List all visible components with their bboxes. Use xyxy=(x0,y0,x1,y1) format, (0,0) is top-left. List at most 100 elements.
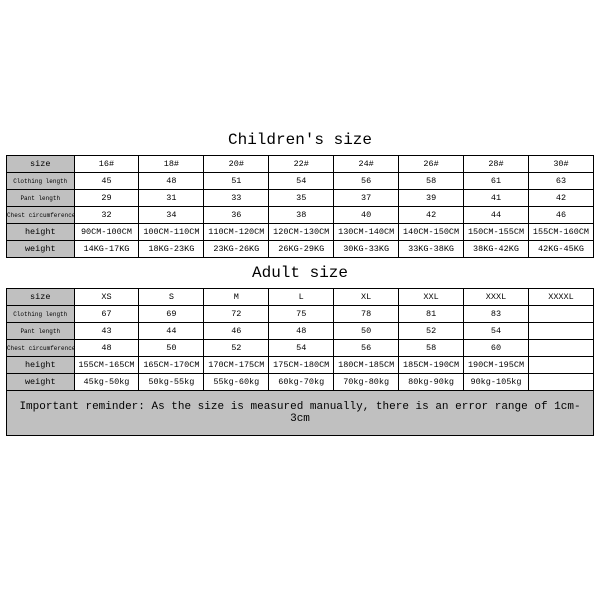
row-header-height: height xyxy=(7,357,75,374)
cell: 100CM-110CM xyxy=(139,224,204,241)
row-header-size: size xyxy=(7,156,75,173)
adult-size-table: size XS S M L XL XXL XXXL XXXXL Clothing… xyxy=(6,288,594,391)
row-header-chest: Chest circumference 1/2 xyxy=(7,207,75,224)
cell: 42 xyxy=(399,207,464,224)
table-row: Chest circumference 1/2 48 50 52 54 56 5… xyxy=(7,340,594,357)
cell: 170CM-175CM xyxy=(204,357,269,374)
size-col: 28# xyxy=(464,156,529,173)
size-col: XL xyxy=(334,289,399,306)
cell: 155CM-165CM xyxy=(74,357,139,374)
cell: 51 xyxy=(204,173,269,190)
cell: 54 xyxy=(464,323,529,340)
size-col: 20# xyxy=(204,156,269,173)
cell: 61 xyxy=(464,173,529,190)
children-size-table: size 16# 18# 20# 22# 24# 26# 28# 30# Clo… xyxy=(6,155,594,258)
size-col: XXXL xyxy=(464,289,529,306)
size-col: 22# xyxy=(269,156,334,173)
cell: 45kg-50kg xyxy=(74,374,139,391)
table-row: weight 45kg-50kg 50kg-55kg 55kg-60kg 60k… xyxy=(7,374,594,391)
cell: 37 xyxy=(334,190,399,207)
cell: 56 xyxy=(334,340,399,357)
cell: 40 xyxy=(334,207,399,224)
row-header-chest: Chest circumference 1/2 xyxy=(7,340,75,357)
cell xyxy=(528,357,593,374)
cell: 18KG-23KG xyxy=(139,241,204,258)
cell: 58 xyxy=(399,340,464,357)
cell xyxy=(528,306,593,323)
cell: 83 xyxy=(464,306,529,323)
table-row: Pant length 29 31 33 35 37 39 41 42 xyxy=(7,190,594,207)
cell: 63 xyxy=(528,173,593,190)
cell xyxy=(528,340,593,357)
row-header-size: size xyxy=(7,289,75,306)
cell: 46 xyxy=(204,323,269,340)
size-chart-page: Children's size size 16# 18# 20# 22# 24#… xyxy=(0,0,600,436)
cell: 150CM-155CM xyxy=(464,224,529,241)
size-col: L xyxy=(269,289,334,306)
row-header-weight: weight xyxy=(7,374,75,391)
cell: 50kg-55kg xyxy=(139,374,204,391)
cell: 165CM-170CM xyxy=(139,357,204,374)
cell: 44 xyxy=(464,207,529,224)
size-col: 16# xyxy=(74,156,139,173)
cell: 23KG-26KG xyxy=(204,241,269,258)
cell: 55kg-60kg xyxy=(204,374,269,391)
adult-title: Adult size xyxy=(6,258,594,288)
cell: 56 xyxy=(334,173,399,190)
cell: 48 xyxy=(269,323,334,340)
cell: 60kg-70kg xyxy=(269,374,334,391)
table-row: Pant length 43 44 46 48 50 52 54 xyxy=(7,323,594,340)
cell: 45 xyxy=(74,173,139,190)
cell: 130CM-140CM xyxy=(334,224,399,241)
cell: 36 xyxy=(204,207,269,224)
table-row: size XS S M L XL XXL XXXL XXXXL xyxy=(7,289,594,306)
table-row: Chest circumference 1/2 32 34 36 38 40 4… xyxy=(7,207,594,224)
cell: 175CM-180CM xyxy=(269,357,334,374)
cell: 32 xyxy=(74,207,139,224)
row-header-pant-length: Pant length xyxy=(7,323,75,340)
cell xyxy=(528,374,593,391)
cell: 14KG-17KG xyxy=(74,241,139,258)
cell: 48 xyxy=(139,173,204,190)
table-row: height 90CM-100CM 100CM-110CM 110CM-120C… xyxy=(7,224,594,241)
cell: 38 xyxy=(269,207,334,224)
size-col: S xyxy=(139,289,204,306)
cell: 90kg-105kg xyxy=(464,374,529,391)
cell: 29 xyxy=(74,190,139,207)
cell: 60 xyxy=(464,340,529,357)
cell: 50 xyxy=(139,340,204,357)
cell: 43 xyxy=(74,323,139,340)
cell: 180CM-185CM xyxy=(334,357,399,374)
cell: 80kg-90kg xyxy=(399,374,464,391)
measurement-note: Important reminder: As the size is measu… xyxy=(6,391,594,436)
row-header-clothing-length: Clothing length xyxy=(7,306,75,323)
size-col: 30# xyxy=(528,156,593,173)
cell: 31 xyxy=(139,190,204,207)
size-col: 24# xyxy=(334,156,399,173)
cell: 48 xyxy=(74,340,139,357)
cell: 46 xyxy=(528,207,593,224)
table-row: weight 14KG-17KG 18KG-23KG 23KG-26KG 26K… xyxy=(7,241,594,258)
cell: 35 xyxy=(269,190,334,207)
cell: 110CM-120CM xyxy=(204,224,269,241)
row-header-pant-length: Pant length xyxy=(7,190,75,207)
cell: 185CM-190CM xyxy=(399,357,464,374)
cell: 26KG-29KG xyxy=(269,241,334,258)
size-col: M xyxy=(204,289,269,306)
cell: 42KG-45KG xyxy=(528,241,593,258)
row-header-height: height xyxy=(7,224,75,241)
cell: 140CM-150CM xyxy=(399,224,464,241)
cell: 67 xyxy=(74,306,139,323)
size-col: XXXXL xyxy=(528,289,593,306)
cell: 52 xyxy=(399,323,464,340)
row-header-weight: weight xyxy=(7,241,75,258)
cell: 69 xyxy=(139,306,204,323)
cell: 33 xyxy=(204,190,269,207)
row-header-clothing-length: Clothing length xyxy=(7,173,75,190)
cell: 155CM-160CM xyxy=(528,224,593,241)
cell: 50 xyxy=(334,323,399,340)
cell: 75 xyxy=(269,306,334,323)
cell: 54 xyxy=(269,340,334,357)
cell: 39 xyxy=(399,190,464,207)
cell: 58 xyxy=(399,173,464,190)
